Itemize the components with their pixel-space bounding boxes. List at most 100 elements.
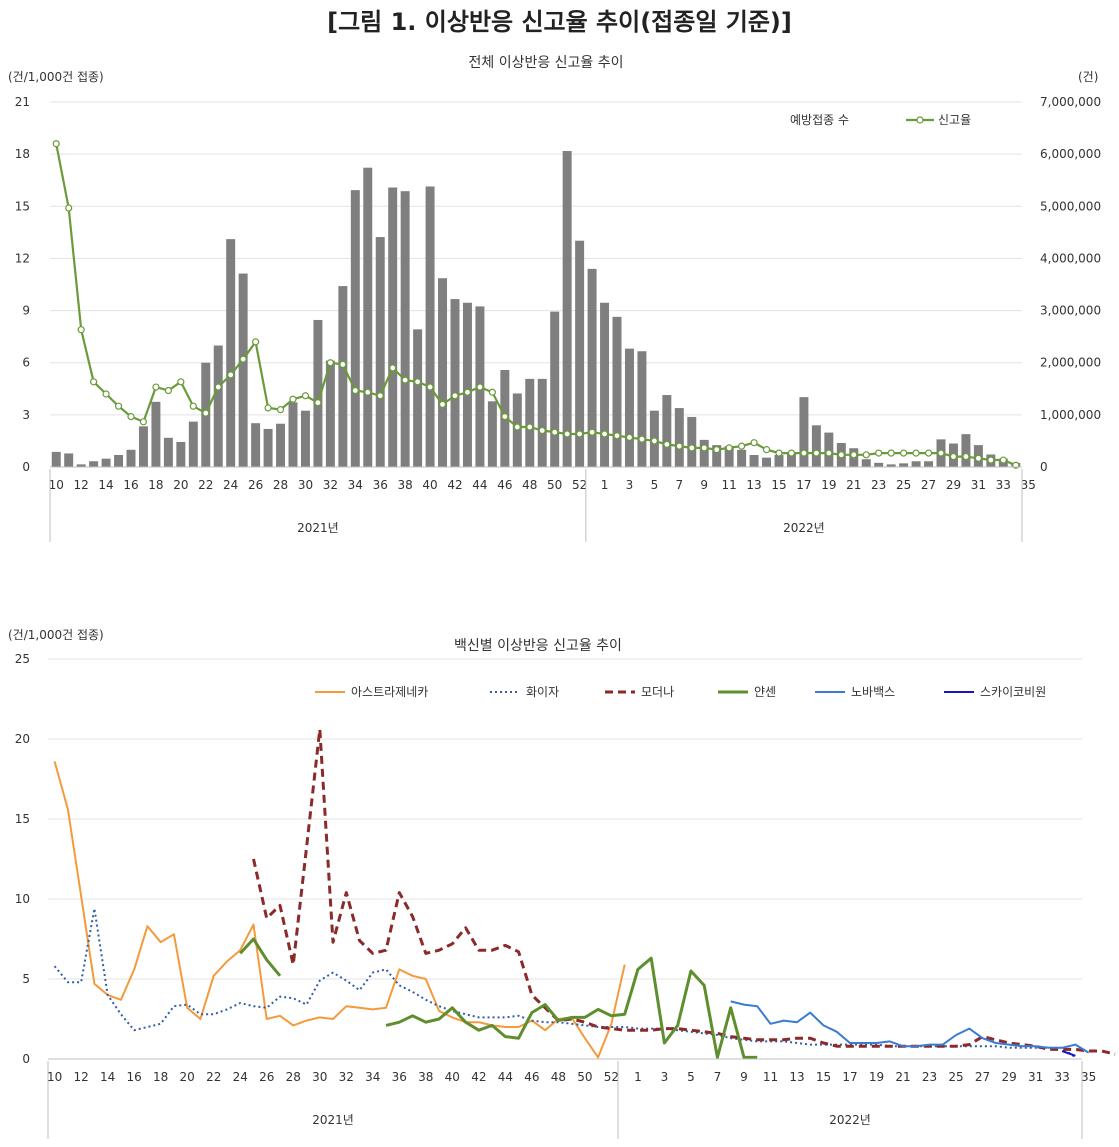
chart2-x-tick-label: 32	[339, 1070, 354, 1084]
chart1-x-tick-label: 40	[422, 478, 437, 492]
chart1-x-tick-label: 34	[348, 478, 363, 492]
chart-overall-report-rate: 전체 이상반응 신고율 추이 (건/1,000건 접종) (건) 0369121…	[8, 55, 1101, 542]
chart1-point	[114, 402, 123, 410]
chart1-bar	[438, 278, 448, 467]
chart1-bar	[811, 425, 821, 467]
chart1-legend-marker	[916, 116, 924, 124]
chart1-x-tick-label: 31	[971, 478, 986, 492]
chart1-bar	[64, 453, 74, 467]
chart1-right-tick-label: 5,000,000	[1040, 199, 1101, 213]
chart1-bars	[51, 151, 1021, 467]
chart2-x-tick-label: 50	[577, 1070, 592, 1084]
chart1-point	[900, 449, 908, 457]
chart1-x-tick-label: 11	[722, 478, 737, 492]
chart1-point	[625, 433, 634, 442]
chart1-bar	[151, 401, 161, 467]
chart1-point	[289, 395, 297, 403]
chart1-x-tick-label: 28	[273, 478, 288, 492]
chart1-point	[501, 412, 509, 421]
chart1-point	[264, 404, 272, 412]
chart1-bar	[924, 461, 934, 467]
chart2-x-tick-label: 9	[740, 1070, 748, 1084]
chart2-x-tick-label: 26	[259, 1070, 274, 1084]
chart1-point	[837, 451, 845, 459]
chart2-lines	[53, 727, 1116, 1059]
chart1-point	[438, 400, 447, 409]
chart1-bar	[799, 397, 809, 467]
chart2-x-tick-label: 48	[551, 1070, 566, 1084]
chart1-bar	[114, 455, 124, 467]
chart1-point	[227, 371, 235, 379]
chart1-x-tick-label: 19	[821, 478, 836, 492]
chart2-x-tick-label: 22	[206, 1070, 221, 1084]
chart1-point	[563, 430, 571, 438]
chart1-bar	[712, 445, 722, 467]
chart1-axes: 03691215182101,000,0002,000,0003,000,000…	[15, 95, 1101, 542]
chart1-point	[862, 451, 870, 459]
chart1-left-tick-label: 21	[15, 95, 30, 109]
chart1-bar	[550, 311, 560, 467]
chart1-x-tick-label: 44	[472, 478, 487, 492]
chart1-point	[962, 452, 970, 461]
chart1-x-tick-label: 17	[796, 478, 811, 492]
chart2-y-tick-label: 15	[15, 812, 30, 826]
chart1-point	[463, 388, 472, 396]
chart1-bar	[899, 463, 909, 467]
chart1-point	[762, 446, 771, 454]
chart2-x-tick-label: 14	[100, 1070, 115, 1084]
chart1-bar	[587, 268, 597, 467]
chart2-series-line	[730, 1000, 1090, 1054]
chart1-x-tick-label: 30	[298, 478, 313, 492]
chart2-x-tick-label: 24	[233, 1070, 248, 1084]
chart2-x-tick-label: 25	[948, 1070, 963, 1084]
chart1-point	[999, 456, 1007, 464]
chart1-left-axis-unit: (건/1,000건 접종)	[8, 70, 104, 84]
chart2-series-line	[53, 761, 626, 1059]
chart1-point	[912, 449, 920, 457]
chart2-x-tick-label: 35	[1081, 1070, 1096, 1084]
chart1-bar	[911, 461, 921, 467]
chart1-x-tick-label: 25	[896, 478, 911, 492]
chart1-legend-label: 예방접종 수	[790, 113, 849, 127]
chart2-y-tick-label: 0	[22, 1052, 30, 1066]
chart1-point	[189, 402, 197, 410]
chart1-point	[576, 430, 584, 438]
chart1-x-tick-label: 10	[49, 478, 64, 492]
chart1-gridlines	[50, 101, 1022, 468]
chart1-bar	[251, 423, 261, 467]
figure-title: [그림 1. 이상반응 신고율 추이(접종일 기준)]	[327, 8, 792, 36]
chart1-bar	[874, 462, 884, 467]
chart2-y-tick-label: 25	[15, 652, 30, 666]
chart1-bar	[699, 439, 709, 467]
chart1-left-tick-label: 3	[22, 408, 30, 422]
chart1-bar	[163, 437, 173, 467]
chart1-x-tick-label: 33	[996, 478, 1011, 492]
chart1-point	[488, 388, 496, 396]
chart1-bar	[861, 459, 871, 467]
chart1-x-tick-label: 32	[323, 478, 338, 492]
chart1-x-tick-label: 15	[771, 478, 786, 492]
chart1-point	[551, 428, 559, 436]
chart1-title: 전체 이상반응 신고율 추이	[468, 55, 623, 71]
chart1-right-tick-label: 1,000,000	[1040, 408, 1101, 422]
chart1-legend: 예방접종 수 신고율	[790, 113, 971, 127]
chart1-x-tick-label: 26	[248, 478, 263, 492]
chart1-point	[850, 451, 858, 459]
chart1-right-tick-label: 6,000,000	[1040, 147, 1101, 161]
chart1-x-tick-label: 52	[572, 478, 587, 492]
chart1-left-tick-label: 15	[15, 199, 30, 213]
chart1-bar	[762, 457, 772, 467]
chart1-x-tick-label: 13	[746, 478, 761, 492]
chart1-bar	[462, 302, 472, 467]
chart1-point	[825, 449, 833, 457]
chart1-bar	[674, 408, 684, 467]
chart2-series-line	[252, 727, 1116, 1056]
chart1-bar	[537, 378, 547, 467]
chart1-left-tick-label: 9	[22, 304, 30, 318]
chart1-x-tick-label: 29	[946, 478, 961, 492]
chart2-series-line	[1061, 1050, 1076, 1057]
chart1-bar	[288, 402, 298, 467]
chart2-gridlines	[48, 658, 1082, 1060]
chart1-point	[276, 406, 285, 414]
chart2-x-tick-label: 30	[312, 1070, 327, 1084]
